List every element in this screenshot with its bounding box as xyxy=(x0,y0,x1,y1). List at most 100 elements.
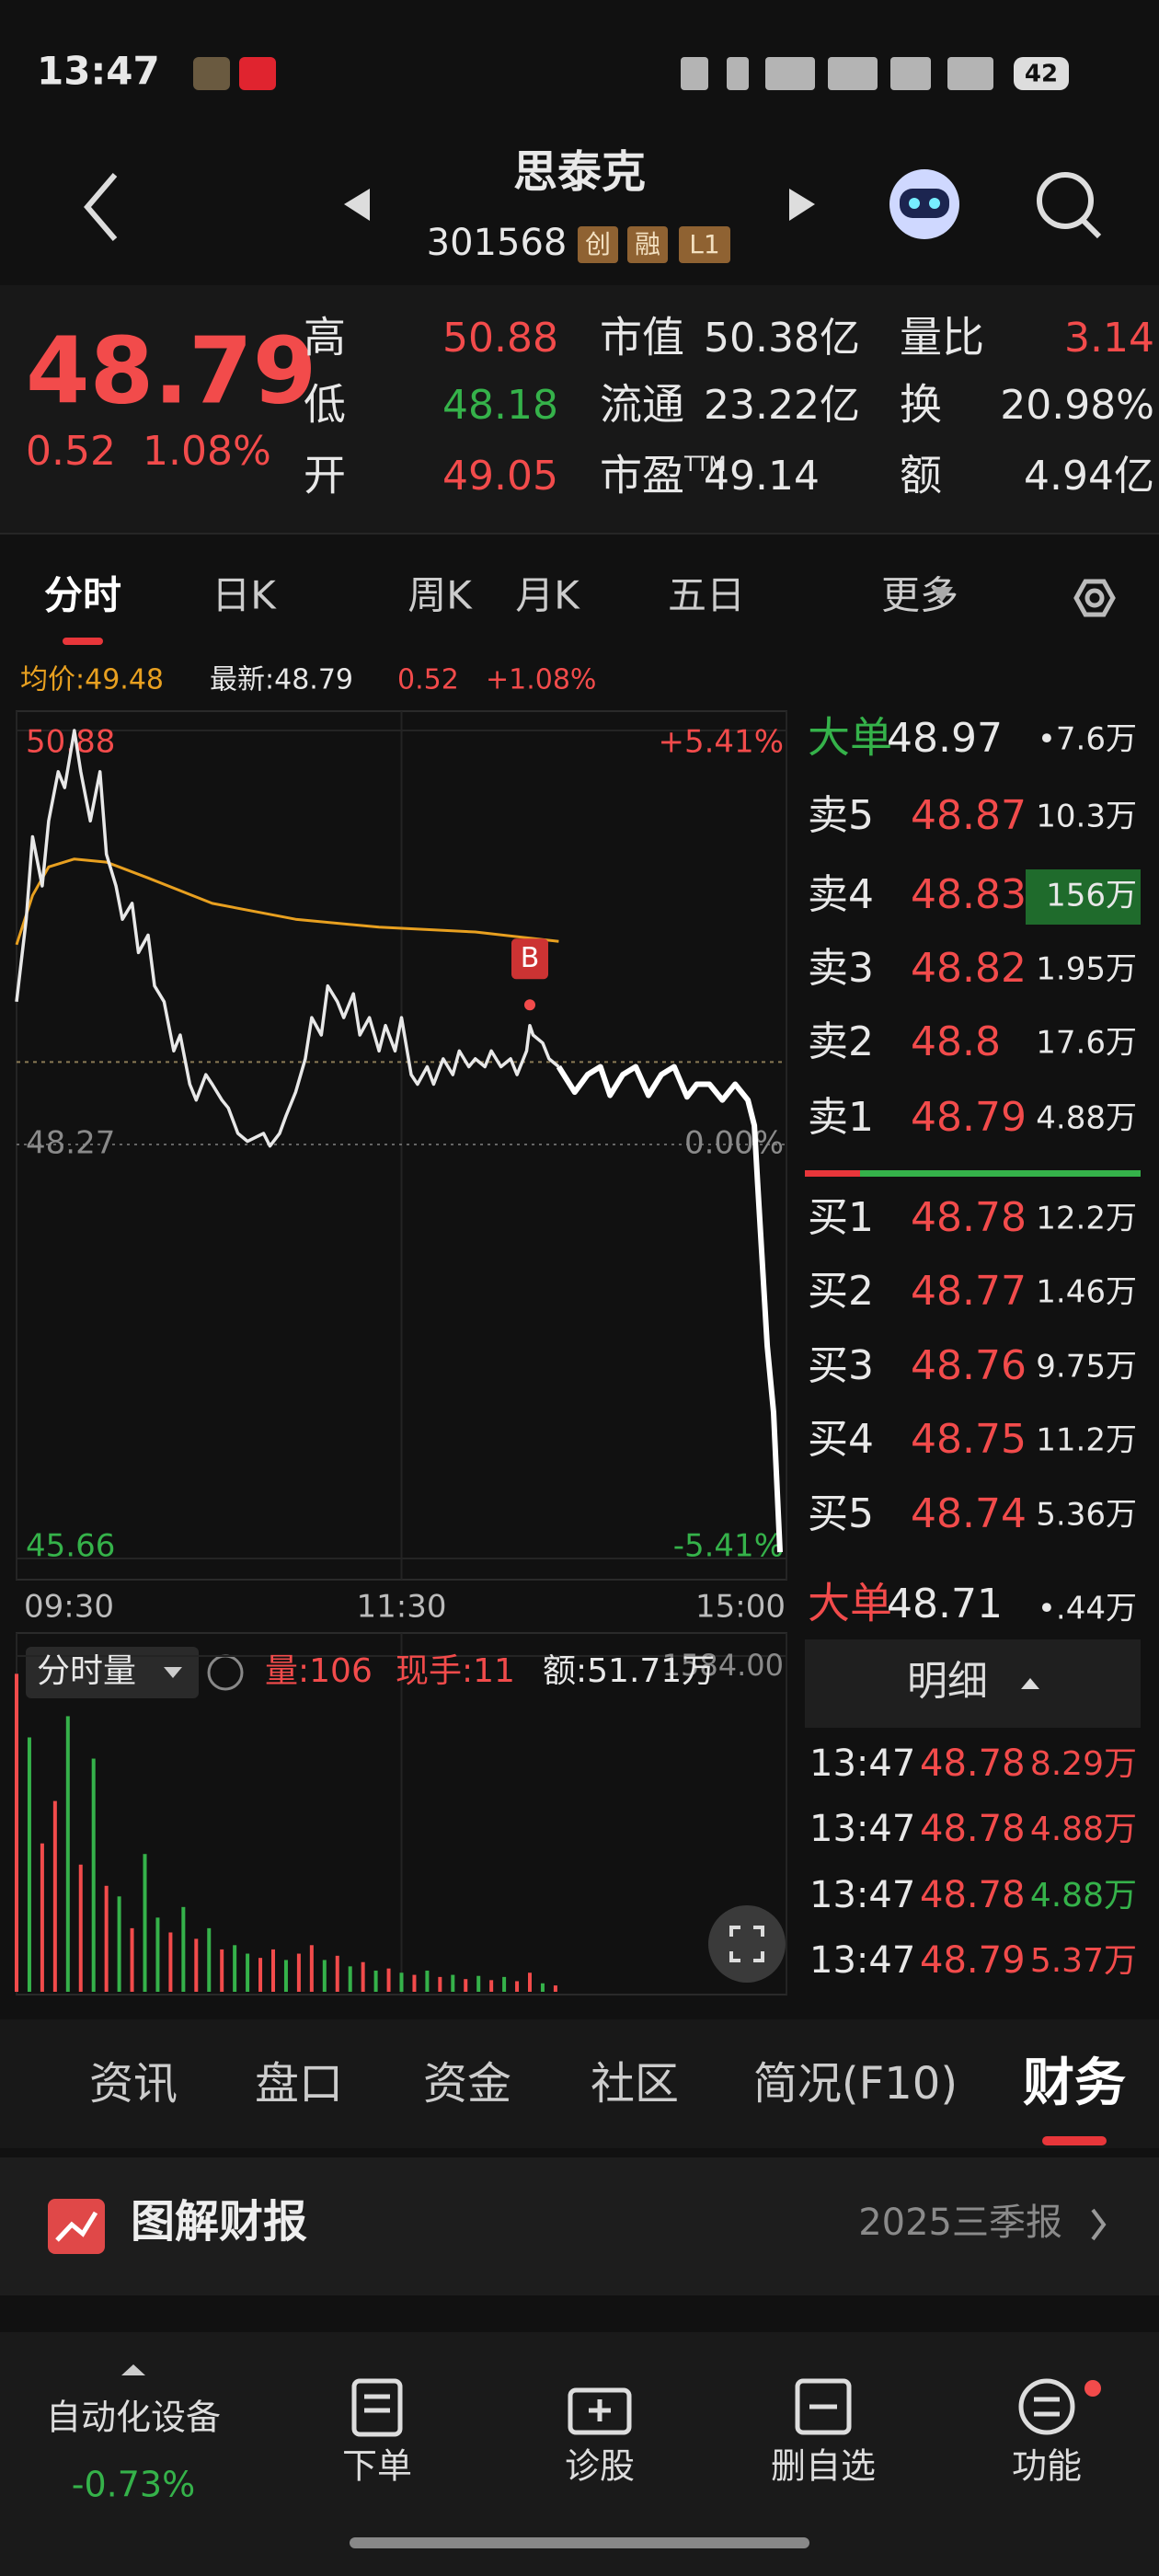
book-label: 买5 xyxy=(808,1490,874,1537)
volume-bar xyxy=(386,1968,391,1992)
last-price: 48.79 xyxy=(26,316,316,424)
buy-marker-label: B xyxy=(521,942,540,974)
book-vol-highlight xyxy=(1026,869,1141,925)
nav-icons xyxy=(351,2378,1075,2437)
quote-panel xyxy=(0,285,1159,534)
volume-selector[interactable] xyxy=(26,1647,199,1698)
book-vol: 1.95万 xyxy=(1036,951,1137,988)
info-change: 0.52 xyxy=(397,664,459,696)
volume-hand: 现手:11 xyxy=(396,1652,515,1690)
volume-bar xyxy=(373,1970,378,1992)
badge-bg xyxy=(679,226,730,263)
tab-bar xyxy=(0,2019,1159,2148)
tab-underline xyxy=(63,638,103,645)
trade-time: 13:47 xyxy=(809,1874,915,1916)
detail-title[interactable]: 明细 xyxy=(907,1658,988,1705)
section-tab[interactable]: 资金 xyxy=(423,2058,511,2110)
stat-value: 48.18 xyxy=(442,382,558,429)
volume-bar xyxy=(489,1980,494,1992)
notification-dot xyxy=(1084,2380,1101,2397)
volume-bar xyxy=(553,1985,557,1992)
section-tab[interactable]: 盘口 xyxy=(255,2058,343,2110)
volume-value: 额:51.71万 xyxy=(543,1652,715,1690)
home-indicator[interactable] xyxy=(350,2537,809,2548)
report-arrow xyxy=(1091,2208,1107,2241)
section-tab[interactable]: 财务 xyxy=(1023,2053,1126,2113)
report-card[interactable] xyxy=(0,2157,1159,2295)
book-price: 48.82 xyxy=(911,945,1027,992)
volume-bar xyxy=(15,1673,18,1992)
badge-bg xyxy=(578,226,618,263)
chart-tab[interactable]: 五日 xyxy=(668,573,745,618)
chart-tab[interactable]: 分时 xyxy=(44,573,121,618)
sector-change: -0.73% xyxy=(72,2465,195,2505)
next-stock[interactable] xyxy=(789,189,815,221)
bottom-nav xyxy=(0,2332,1159,2576)
volume-bar xyxy=(399,1972,404,1992)
book-label: 卖3 xyxy=(808,945,874,992)
volume-bar xyxy=(322,1960,327,1992)
volume-bar xyxy=(168,1932,173,1992)
report-title[interactable]: 图解财报 xyxy=(131,2196,307,2248)
volume-bar xyxy=(438,1976,442,1992)
chart-tab[interactable]: 月K xyxy=(515,573,580,618)
volume-bar xyxy=(220,1949,224,1992)
volume-bar xyxy=(271,1949,275,1992)
chart-tab[interactable]: 日K xyxy=(212,573,277,618)
stat-label: 高 xyxy=(304,313,346,362)
chart-tab[interactable]: 周K xyxy=(407,573,473,618)
section-tab[interactable]: 社区 xyxy=(591,2058,679,2110)
assistant-button[interactable] xyxy=(889,169,959,239)
volume-amount: 量:106 xyxy=(265,1652,373,1690)
book-price: 48.76 xyxy=(911,1342,1027,1389)
volume-title-arrow[interactable] xyxy=(164,1667,182,1678)
detail-arrow[interactable] xyxy=(1021,1678,1039,1689)
section-tab-underline xyxy=(1042,2136,1107,2145)
nav-item[interactable]: 诊股 xyxy=(565,2446,635,2487)
book-divider-ask xyxy=(805,1170,860,1177)
sector-name[interactable]: 自动化设备 xyxy=(46,2398,221,2438)
volume-title[interactable]: 分时量 xyxy=(37,1652,136,1690)
section-tab[interactable]: 简况(F10) xyxy=(753,2058,958,2110)
book-label: 买2 xyxy=(808,1268,874,1315)
book-label: 买3 xyxy=(808,1342,874,1389)
prev-stock[interactable] xyxy=(344,189,370,221)
trade-price: 48.79 xyxy=(920,1939,1026,1982)
book-label: 买4 xyxy=(808,1416,874,1463)
detail-header[interactable] xyxy=(805,1639,1141,1728)
book-vol: 10.3万 xyxy=(1036,799,1137,835)
nav-item[interactable]: 删自选 xyxy=(771,2446,876,2487)
section-tab[interactable]: 资讯 xyxy=(89,2058,178,2110)
trade-price: 48.78 xyxy=(920,1808,1026,1850)
volume-bar xyxy=(476,1975,481,1992)
book-price: 48.75 xyxy=(911,1416,1027,1463)
big-order-price: 48.71 xyxy=(887,1581,1003,1627)
book-label: 卖1 xyxy=(808,1094,874,1141)
nav-item[interactable]: 下单 xyxy=(342,2446,412,2487)
volume-bar xyxy=(78,1864,83,1992)
fullscreen-button[interactable] xyxy=(708,1905,786,1983)
book-vol: 1.46万 xyxy=(1036,1274,1137,1311)
volume-bar xyxy=(143,1854,147,1992)
volume-bar xyxy=(309,1945,314,1992)
trade-time: 13:47 xyxy=(809,1808,915,1850)
volume-bar xyxy=(464,1979,468,1992)
volume-bar xyxy=(130,1927,134,1992)
back-button[interactable] xyxy=(84,173,118,241)
trade-price: 48.78 xyxy=(920,1874,1026,1916)
stock-code: 301568 xyxy=(427,222,568,264)
volume-bar xyxy=(246,1953,250,1992)
settings-button[interactable] xyxy=(1073,579,1116,617)
more-arrow[interactable] xyxy=(931,587,953,602)
report-period[interactable]: 2025三季报 xyxy=(858,2202,1062,2244)
nav-item[interactable]: 功能 xyxy=(1012,2446,1082,2487)
info-change-pct: +1.08% xyxy=(486,664,596,696)
book-vol: 17.6万 xyxy=(1036,1025,1137,1062)
chart-tab[interactable]: 更多 xyxy=(881,573,958,618)
pct-label: +5.41% xyxy=(659,724,785,761)
book-price: 48.77 xyxy=(911,1268,1027,1315)
search-button[interactable] xyxy=(1037,172,1102,239)
stat-label: 市值 xyxy=(600,313,684,362)
book-vol: 156万 xyxy=(1046,878,1137,914)
